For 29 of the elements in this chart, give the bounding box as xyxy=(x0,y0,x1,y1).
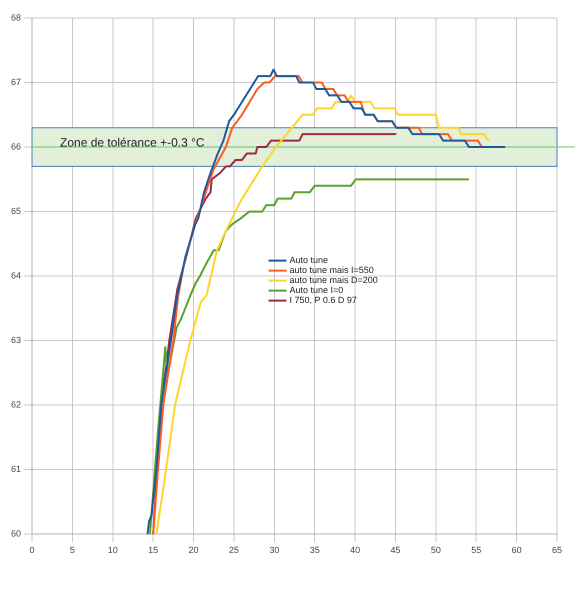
legend-label: auto tune mais I=550 xyxy=(290,265,374,276)
legend-label: Auto tune xyxy=(290,255,328,266)
x-tick-label: 25 xyxy=(228,545,239,556)
x-tick-label: 5 xyxy=(70,545,75,556)
y-tick-label: 65 xyxy=(10,206,22,216)
x-tick-label: 50 xyxy=(430,545,441,556)
y-tick-label: 66 xyxy=(10,142,22,152)
x-tick-label: 40 xyxy=(350,545,360,556)
y-tick-label: 61 xyxy=(10,464,22,474)
legend-label: Auto tune I=0 xyxy=(290,285,344,296)
x-tick-label: 55 xyxy=(471,545,482,556)
x-tick-label: 45 xyxy=(390,545,400,556)
y-tick-label: 63 xyxy=(10,335,22,346)
y-tick-label: 68 xyxy=(10,12,22,22)
y-tick-label: 64 xyxy=(10,270,22,281)
legend-label: I 750, P 0.6 D 97 xyxy=(290,295,357,306)
x-tick-label: 10 xyxy=(108,545,118,556)
x-tick-label: 65 xyxy=(552,545,562,556)
x-tick-label: 60 xyxy=(512,545,522,556)
x-tick-label: 15 xyxy=(148,545,158,556)
y-tick-label: 62 xyxy=(10,400,22,410)
x-tick-label: 30 xyxy=(269,545,280,556)
y-tick-label: 67 xyxy=(10,77,22,88)
band-label: Zone de tolérance +-0.3 °C xyxy=(60,135,205,150)
x-tick-label: 0 xyxy=(30,545,35,556)
legend-label: auto tune mais D=200 xyxy=(290,275,378,286)
y-tick-label: 60 xyxy=(10,528,22,539)
x-tick-label: 35 xyxy=(310,545,320,556)
x-tick-label: 20 xyxy=(188,545,199,556)
